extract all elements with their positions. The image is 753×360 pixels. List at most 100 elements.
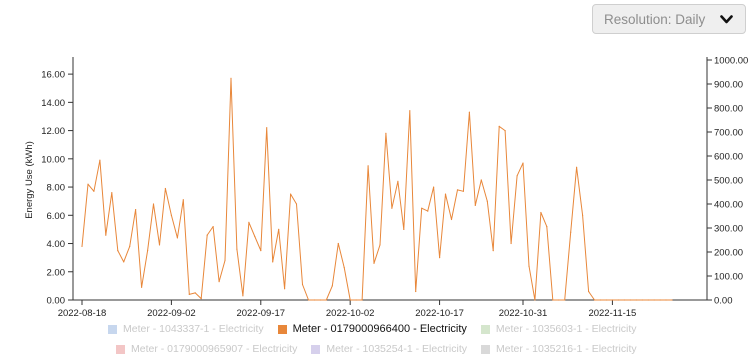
data-point [635,299,637,301]
y2-tick-label: 500.00 [714,176,743,187]
y2-tick-label: 200.00 [714,248,743,259]
data-point [361,299,363,301]
data-point [528,265,530,267]
data-point [605,299,608,301]
data-point [480,179,482,181]
data-point [456,189,459,191]
legend-swatch [108,324,117,334]
data-point [331,285,333,287]
legend-label: Meter - 0179000966400 - Electricity [292,323,467,335]
y-tick-label: 2.00 [47,267,66,278]
legend-item[interactable]: Meter - 0179000965907 - Electricity [116,343,297,355]
y2-tick-label: 100.00 [714,272,743,283]
series-line [81,77,672,301]
data-point [433,186,435,188]
x-tick-label: 2022-09-17 [236,308,285,318]
data-point [397,180,399,182]
chevron-down-icon [720,15,733,24]
y2-tick-label: 700.00 [714,128,743,139]
data-point [576,166,578,168]
data-point [200,298,202,300]
data-point [570,231,572,233]
legend-item[interactable]: Meter - 1043337-1 - Electricity [108,323,264,335]
x-tick-label: 2022-10-02 [326,308,375,318]
data-point [248,221,250,223]
data-point [611,299,614,301]
data-point [415,290,417,293]
data-point [272,261,274,263]
data-point [260,250,262,252]
resolution-dropdown[interactable]: Resolution: Daily [592,4,746,34]
y2-tick-label: 600.00 [714,152,743,163]
x-tick-label: 2022-10-17 [415,308,464,318]
data-point [278,228,280,230]
legend-item[interactable]: Meter - 1035254-1 - Electricity [311,343,467,355]
data-point [403,228,405,230]
data-point [582,214,584,216]
y2-tick-label: 400.00 [714,200,743,211]
y2-tick-label: 0.00 [714,296,733,307]
data-point [504,130,506,132]
data-point [617,299,620,301]
data-point [444,193,447,195]
y-tick-label: 8.00 [47,183,66,194]
y-tick-label: 0.00 [47,296,66,307]
legend-item[interactable]: Meter - 0179000966400 - Electricity [277,323,467,335]
y2-tick-label: 900.00 [714,80,743,91]
data-point [647,299,649,301]
y2-tick-label: 300.00 [714,224,743,235]
x-tick-label: 2022-08-18 [58,308,107,318]
y-tick-label: 16.00 [41,70,65,81]
data-point [319,299,321,301]
data-point [123,261,125,263]
y-tick-label: 14.00 [41,98,65,109]
data-point [266,127,268,129]
data-point [105,234,107,236]
data-point [206,234,208,236]
legend-item[interactable]: Meter - 1035216-1 - Electricity [480,343,637,355]
data-point [117,250,119,252]
data-point [81,245,83,247]
data-point [653,299,655,301]
data-point [558,299,560,301]
data-point [564,299,566,301]
y-tick-label: 4.00 [47,239,66,250]
legend-row: Meter - 0179000965907 - Electricity Meter… [116,343,651,355]
y-tick-label: 6.00 [47,211,66,222]
data-point [236,248,238,250]
data-point [188,293,190,295]
legend-row: Meter - 1043337-1 - Electricity Meter - 0… [108,323,651,335]
data-point [224,259,226,262]
legend-swatch [311,344,321,354]
data-point [254,235,256,238]
data-point [170,214,172,216]
data-point [599,299,602,301]
data-point [337,242,339,245]
data-point [218,281,220,283]
data-point [665,299,667,301]
data-point [307,299,310,301]
data-point [421,207,423,209]
data-point [385,132,387,134]
y-axis-title: Energy Use (kWh) [24,141,35,219]
data-point [641,299,643,301]
data-point [534,299,536,301]
data-point [522,162,524,164]
data-point [230,77,232,79]
data-point [450,218,453,221]
data-point [540,211,542,214]
legend-swatch [277,324,287,334]
legend-label: Meter - 1043337-1 - Electricity [123,323,264,335]
data-point [593,299,596,301]
legend-swatch [480,344,490,354]
data-point [141,286,143,288]
data-point [87,183,89,185]
data-point [623,299,625,301]
data-point [516,175,518,177]
legend-item[interactable]: Meter - 1035603-1 - Electricity [480,323,637,335]
data-point [659,299,661,301]
y2-tick-label: 800.00 [714,104,743,115]
data-point [152,203,155,205]
data-point [194,292,196,294]
legend-swatch [480,324,490,334]
